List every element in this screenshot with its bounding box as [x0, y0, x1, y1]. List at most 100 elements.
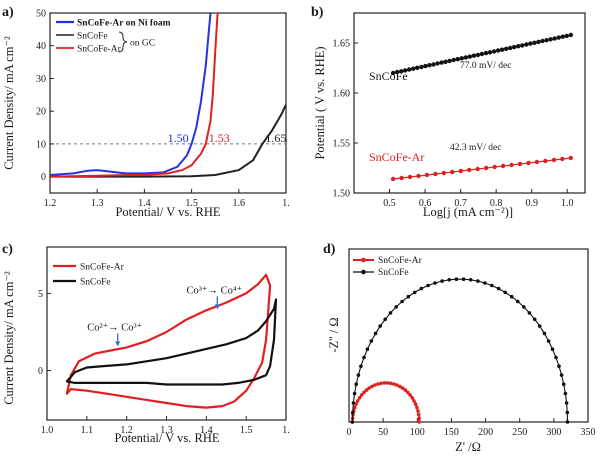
panel-b-point-0-36	[536, 39, 541, 45]
panel-d-ylabel: -Z'' / Ω	[327, 317, 341, 352]
panel-d-point-1-14	[394, 305, 399, 309]
panel-d-point-1-28	[490, 283, 494, 288]
panel-d-point-1-18	[419, 286, 424, 291]
panel-b-point-0-30	[512, 44, 517, 50]
panel-b-point-0-13	[443, 59, 448, 64]
panel-d-point-1-38	[546, 339, 551, 343]
panel-d-point-1-33	[522, 305, 526, 309]
panel-b-point-1-13	[500, 163, 506, 169]
panel-d-point-1-22	[447, 278, 452, 282]
panel-b-point-0-37	[540, 38, 545, 44]
panel-b-point-0-25	[491, 49, 497, 54]
panel-b-point-0-14	[447, 58, 452, 64]
panel-b-point-0-6	[415, 65, 420, 71]
panel-d-point-0-21	[398, 384, 402, 389]
panel-b-point-1-8	[458, 168, 463, 174]
panel-b-point-0-26	[495, 48, 501, 53]
panel-d-point-0-8	[359, 393, 364, 397]
panel-d-point-0-16	[382, 381, 387, 385]
panel-d-point-1-30	[503, 290, 508, 295]
panel-d-point-1-1	[350, 410, 355, 415]
panel-d-point-0-4	[353, 405, 357, 410]
panel-c-xtick-label-0: 1.0	[41, 425, 54, 436]
panel-b-point-0-43	[564, 33, 569, 39]
panel-d-point-0-24	[406, 390, 410, 395]
panel-d-xtick-label-7: 350	[581, 427, 596, 438]
panel-b-point-1-9	[467, 167, 472, 173]
panel-b-xlabel: Log[j (mA cm⁻²)]	[423, 205, 513, 219]
panel-b-point-1-16	[526, 160, 531, 166]
panel-d-xtick-label-2: 100	[410, 427, 425, 438]
panel-a-ytick-label-0: 0	[41, 172, 46, 183]
legend-label-a-0: SnCoFe-Ar on Ni foam	[77, 19, 171, 29]
legend-marker-d-1	[361, 269, 366, 275]
panel-a-series	[50, 13, 286, 178]
panel-d-point-0-22	[400, 386, 405, 390]
panel-d-point-0-29	[415, 405, 419, 410]
panel-b-xtick-label-5: 1.0	[561, 198, 574, 209]
panel-d-point-0-20	[395, 383, 399, 387]
panel-b-point-1-5	[433, 171, 438, 177]
panel-b-point-0-44	[568, 32, 573, 38]
legend-label-a-1: SnCoFe	[77, 32, 108, 42]
panel-d: d) 0 50 100 150 200 250 300 350 SnCoFe-Ar SnCoF…	[323, 242, 596, 454]
panel-b-xtick-label-2: 0.7	[454, 198, 467, 209]
panel-c-ylabel: Current Density/ mA cm⁻²	[2, 271, 16, 405]
panel-d-point-1-27	[483, 281, 487, 285]
panel-d-point-1-13	[388, 311, 393, 315]
panel-c-xtick-label-2: 1.2	[120, 425, 133, 436]
panel-b-ylabel: Potential ( V vs. RHE)	[313, 46, 327, 159]
panel-d-point-1-20	[433, 281, 437, 285]
panel-b-point-0-16	[455, 57, 460, 62]
panel-b-point-0-1	[394, 69, 400, 75]
panel-d-xtick-label-6: 300	[546, 427, 561, 438]
panel-b-point-0-0	[390, 70, 396, 76]
panel-c-xtick-label-3: 1.3	[160, 425, 173, 436]
panel-b-point-0-15	[451, 57, 456, 63]
panel-c-x-ticks: 1.0 1.1 1.2 1.3 1.4 1.5 1.	[41, 416, 290, 436]
panel-d-point-1-12	[383, 317, 388, 322]
legend-brace-a	[118, 31, 128, 53]
panel-b-point-1-14	[509, 162, 514, 168]
panel-d-point-0-19	[392, 382, 396, 386]
panel-d-point-1-5	[356, 373, 361, 377]
panel-c-xlabel: Potential/ V vs. RHE	[114, 431, 219, 445]
panel-b-point-0-21	[475, 52, 481, 58]
panel-d-point-1-23	[454, 277, 459, 282]
panel-b-point-1-21	[568, 155, 573, 161]
panel-c-series	[65, 273, 278, 409]
panel-d-point-1-7	[362, 355, 366, 360]
panel-d-point-1-2	[351, 401, 356, 405]
panel-b-point-1-6	[441, 170, 447, 176]
panel-b-x-ticks: 0.5 0.6 0.7 0.8 0.9 1.0	[383, 189, 573, 209]
panel-d-point-1-45	[564, 401, 569, 405]
panel-b-xtick-label-0: 0.5	[383, 198, 396, 209]
legend-bracket-label-a: on GC	[130, 39, 155, 49]
panel-a-xtick-label-4: 1.6	[233, 198, 246, 209]
panel-d-arc-0	[351, 381, 421, 423]
panel-d-point-0-17	[385, 381, 390, 385]
panel-d-point-1-43	[561, 382, 566, 387]
panel-d-point-0-28	[413, 402, 418, 406]
panel-d-point-1-37	[542, 331, 547, 336]
panel-b-point-1-7	[450, 169, 455, 175]
panel-d-point-0-5	[354, 402, 358, 406]
panel-a-onset-label-2: 1.65	[265, 131, 286, 145]
panel-d-point-0-10	[364, 388, 369, 392]
panel-c-annotations: Co²⁺→ Co³⁺ Co³⁺→ Co⁴⁺	[87, 285, 242, 347]
panel-d-point-0-13	[373, 383, 377, 387]
panel-b-point-0-8	[423, 63, 428, 69]
legend-label-c-1: SnCoFe	[80, 278, 111, 288]
panel-b-point-0-29	[508, 45, 513, 51]
panel-d-point-0-18	[388, 381, 393, 386]
panel-b-point-1-18	[543, 158, 548, 164]
panel-b-series-label-1: SnCoFe-Ar	[369, 150, 424, 164]
panel-d-x-ticks: 0 50 100 150 200 250 300 350	[347, 418, 596, 438]
panel-d-point-1-42	[559, 373, 564, 377]
panel-d-point-1-17	[412, 290, 417, 295]
panel-b-ytick-label-2: 1.60	[333, 89, 351, 100]
panel-b-point-1-10	[475, 166, 480, 172]
panel-d-point-0-26	[410, 396, 415, 400]
